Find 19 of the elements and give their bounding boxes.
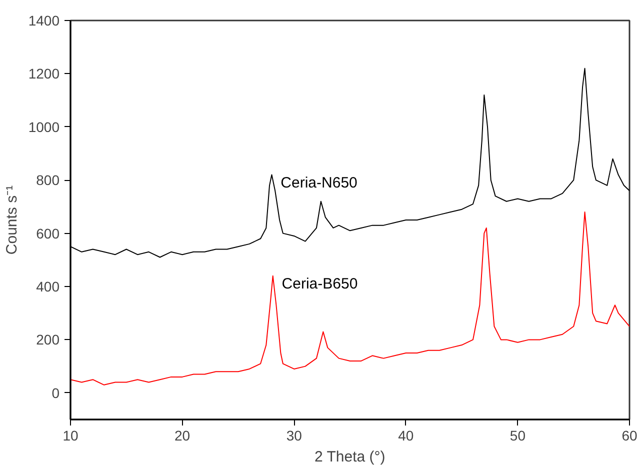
y-tick-label: 600 bbox=[36, 225, 60, 242]
line-series bbox=[70, 212, 630, 386]
x-tick-label: 10 bbox=[62, 428, 78, 444]
y-tick-label: 0 bbox=[52, 384, 60, 401]
y-tick-label: 400 bbox=[36, 278, 60, 294]
x-tick-label: 50 bbox=[510, 428, 526, 444]
x-tick-label: 20 bbox=[174, 428, 190, 444]
x-tick-label: 60 bbox=[622, 428, 638, 444]
y-tick-label: 1400 bbox=[28, 12, 60, 28]
y-axis-title: Counts s⁻¹ bbox=[3, 185, 20, 255]
x-axis-title: 2 Theta (°) bbox=[314, 448, 386, 466]
y-tick-label: 1200 bbox=[28, 66, 60, 82]
y-tick-label: 800 bbox=[36, 172, 60, 188]
series-label: Ceria-B650 bbox=[282, 275, 358, 292]
x-tick-label: 30 bbox=[286, 428, 302, 444]
x-tick-label: 40 bbox=[398, 428, 414, 444]
y-tick-label: 1000 bbox=[28, 118, 60, 135]
series-label: Ceria-N650 bbox=[280, 174, 358, 192]
y-tick-label: 200 bbox=[36, 332, 60, 348]
